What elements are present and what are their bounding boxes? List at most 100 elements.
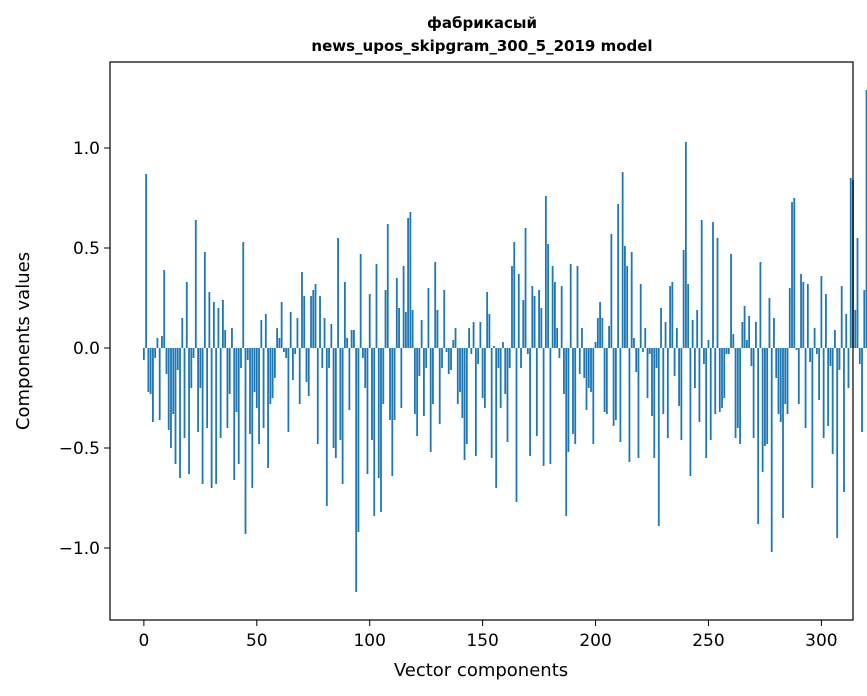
bar-component-311: [845, 314, 848, 348]
bar-component-142: [463, 348, 466, 460]
bar-component-0: [142, 348, 145, 360]
bar-component-83: [330, 324, 333, 348]
bar-component-80: [323, 318, 326, 348]
bar-component-152: [486, 292, 489, 348]
bar-component-287: [791, 202, 793, 348]
bar-component-28: [206, 348, 209, 428]
bar-component-279: [773, 318, 775, 348]
bar-component-15: [176, 348, 179, 370]
bar-component-48: [251, 348, 254, 488]
bar-component-87: [339, 348, 342, 440]
bar-component-150: [481, 348, 484, 398]
bar-component-273: [759, 262, 762, 348]
bar-component-189: [569, 264, 572, 348]
bar-component-299: [818, 348, 821, 400]
bar-component-5: [154, 348, 157, 358]
bar-component-91: [348, 348, 351, 410]
bar-component-274: [761, 348, 764, 472]
bar-component-72: [305, 348, 308, 382]
bar-component-44: [242, 242, 245, 348]
bar-component-92: [350, 330, 353, 348]
bar-component-195: [583, 348, 586, 378]
bar-component-223: [646, 348, 649, 398]
bar-component-41: [235, 348, 238, 412]
bar-component-45: [244, 348, 247, 534]
bar-component-312: [847, 348, 850, 388]
bar-component-144: [468, 328, 470, 348]
bar-component-14: [174, 348, 177, 464]
bar-component-79: [321, 348, 324, 368]
bar-component-22: [192, 348, 195, 358]
bar-component-206: [608, 326, 610, 348]
bar-component-85: [334, 348, 337, 458]
bar-component-9: [163, 270, 166, 348]
bar-component-183: [556, 328, 559, 348]
bar-component-25: [199, 348, 202, 388]
bar-component-84: [332, 348, 335, 448]
bar-component-236: [675, 328, 678, 348]
bar-component-12: [170, 348, 172, 448]
bar-component-268: [748, 316, 751, 348]
bar-component-111: [393, 348, 396, 420]
bar-component-319: [863, 290, 866, 348]
bar-component-171: [529, 348, 531, 456]
bar-component-275: [764, 348, 766, 446]
bar-component-35: [222, 300, 224, 348]
y-tick-label: 0.5: [73, 239, 100, 259]
plot-frame: [109, 61, 854, 621]
bar-component-291: [800, 274, 802, 348]
bar-component-298: [815, 348, 818, 354]
bar-component-208: [612, 348, 615, 426]
bar-component-294: [806, 284, 809, 348]
bar-component-304: [829, 348, 832, 366]
bar-component-306: [834, 330, 836, 348]
bar-component-303: [827, 348, 830, 426]
bar-component-17: [181, 318, 184, 348]
bar-component-262: [734, 348, 737, 438]
bar-component-308: [838, 348, 841, 370]
bar-component-60: [278, 338, 281, 348]
bar-component-134: [445, 348, 448, 352]
bar-component-10: [165, 348, 168, 374]
bar-component-307: [836, 348, 839, 538]
bar-component-173: [533, 296, 536, 348]
bar-component-21: [190, 348, 193, 388]
bar-component-122: [418, 348, 421, 376]
bar-component-117: [407, 218, 410, 348]
bar-component-29: [208, 292, 211, 348]
bar-component-107: [384, 290, 387, 348]
bar-component-46: [246, 348, 249, 360]
bar-component-97: [362, 348, 364, 358]
bar-component-241: [687, 284, 690, 348]
bar-component-185: [560, 286, 563, 348]
bar-component-246: [698, 348, 701, 422]
bar-component-204: [603, 348, 606, 412]
bar-component-179: [547, 244, 550, 348]
bar-component-244: [694, 348, 696, 388]
bar-component-217: [633, 338, 635, 348]
bar-component-38: [228, 348, 231, 394]
bar-component-2: [147, 348, 150, 392]
bar-component-283: [782, 348, 784, 518]
x-tick-label: 0: [138, 631, 149, 651]
bar-component-68: [296, 318, 299, 348]
bar-component-288: [793, 198, 796, 348]
bar-component-37: [226, 348, 229, 428]
bar-component-1: [145, 174, 148, 348]
bar-component-51: [258, 348, 260, 444]
bar-component-200: [594, 342, 597, 348]
bar-component-31: [212, 302, 215, 348]
bar-component-86: [337, 238, 339, 348]
bar-component-161: [506, 348, 509, 442]
bar-component-202: [599, 302, 601, 348]
bar-component-222: [644, 328, 647, 348]
bar-component-4: [152, 348, 154, 422]
bar-component-229: [660, 308, 662, 348]
bar-component-221: [642, 348, 644, 352]
bar-component-272: [757, 348, 760, 524]
bar-component-32: [215, 348, 218, 484]
bar-component-169: [524, 228, 527, 348]
bar-component-199: [592, 348, 595, 444]
chart-title-line-2: news_upos_skipgram_300_5_2019 model: [311, 37, 652, 55]
bar-component-132: [441, 348, 443, 368]
